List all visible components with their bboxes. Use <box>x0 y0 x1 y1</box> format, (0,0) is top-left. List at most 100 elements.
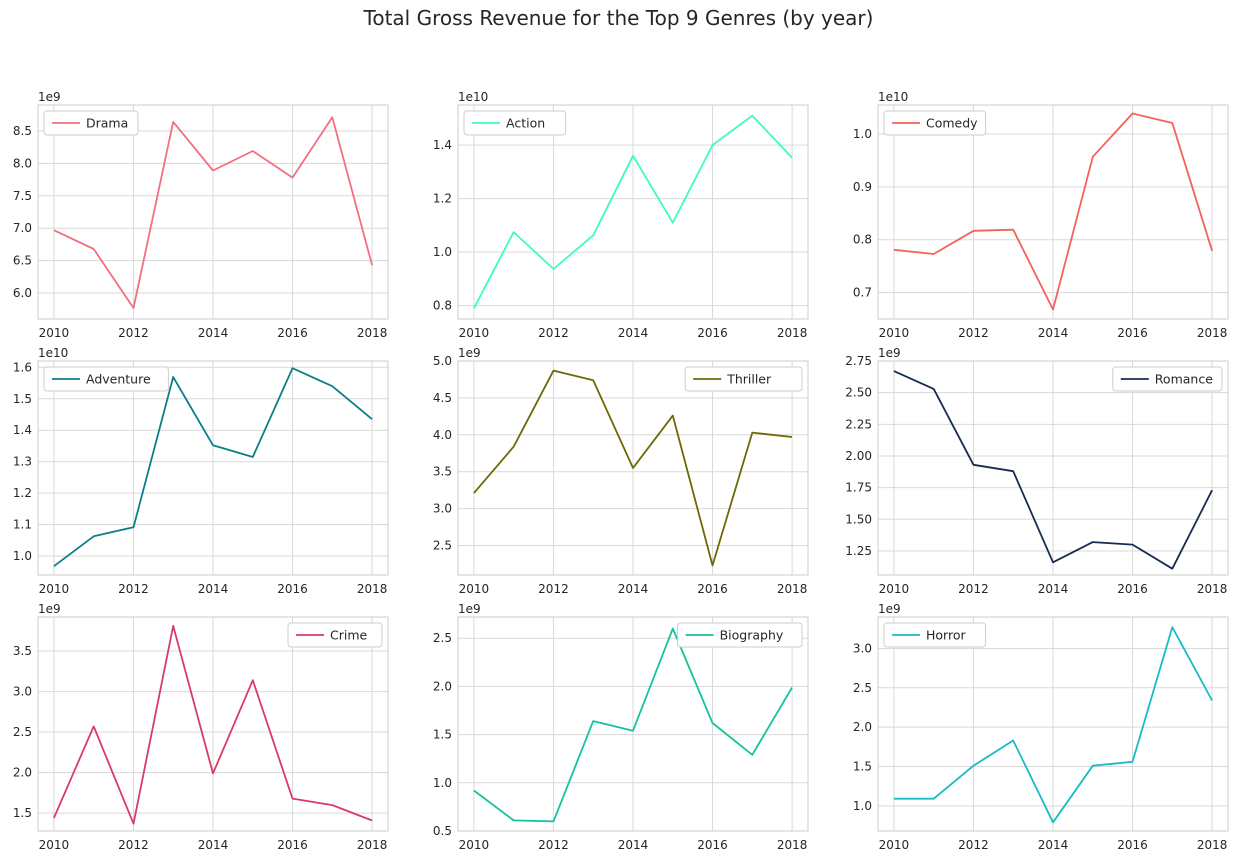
x-tick-label: 2012 <box>958 582 989 596</box>
legend-box <box>883 622 987 648</box>
x-tick-label: 2012 <box>118 326 149 340</box>
series-line-horror <box>893 626 1213 824</box>
y-tick-label: 4.5 <box>433 391 452 405</box>
y-tick-label: 8.0 <box>13 156 32 170</box>
legend: Crime <box>287 622 383 648</box>
y-tick-label: 0.9 <box>853 180 872 194</box>
x-tick-label: 2018 <box>777 838 808 852</box>
x-tick-label: 2014 <box>618 326 649 340</box>
x-tick-label: 2016 <box>697 326 728 340</box>
legend: Thriller <box>684 366 803 392</box>
axes-frame <box>457 616 809 832</box>
figure-title: Total Gross Revenue for the Top 9 Genres… <box>363 6 874 30</box>
x-tick-label: 2014 <box>618 838 649 852</box>
x-tick-label: 2016 <box>697 838 728 852</box>
x-tick-label: 2010 <box>879 326 910 340</box>
subplot-drama: 2010 2012 2014 2016 2018 6.0 6.5 7.0 7.5 8.0 8.5 1e… <box>13 90 389 340</box>
legend-box <box>287 622 383 648</box>
y-tick-label: 3.0 <box>853 641 872 655</box>
y-tick-label: 7.0 <box>13 221 32 235</box>
x-tick-label: 2016 <box>1117 582 1148 596</box>
y-tick-label: 1.2 <box>13 486 32 500</box>
x-tick-label: 2010 <box>39 838 70 852</box>
y-tick-label: 1.5 <box>13 392 32 406</box>
legend-box <box>1112 366 1223 392</box>
series-line-adventure <box>53 367 373 567</box>
legend-box <box>43 110 139 136</box>
y-tick-label: 3.0 <box>433 502 452 516</box>
x-tick-label: 2010 <box>459 326 490 340</box>
y-offset-label: 1e10 <box>878 90 908 104</box>
y-tick-label: 1.50 <box>845 512 872 526</box>
x-tick-label: 2010 <box>39 582 70 596</box>
legend: Biography <box>677 622 803 648</box>
subplot-thriller: 2010 2012 2014 2016 2018 2.5 3.0 3.5 4.0 4.5 5.0 1e… <box>433 346 809 596</box>
axes-frame <box>877 104 1229 320</box>
x-tick-label: 2014 <box>1038 582 1069 596</box>
y-tick-label: 1.25 <box>845 544 872 558</box>
x-tick-label: 2012 <box>958 326 989 340</box>
legend-box <box>463 110 567 136</box>
y-tick-label: 1.75 <box>845 481 872 495</box>
x-tick-label: 2010 <box>39 326 70 340</box>
y-tick-label: 2.5 <box>853 681 872 695</box>
x-tick-label: 2010 <box>879 582 910 596</box>
legend: Romance <box>1112 366 1223 392</box>
legend: Horror <box>883 622 987 648</box>
legend-box <box>684 366 803 392</box>
y-tick-label: 3.0 <box>13 685 32 699</box>
x-tick-label: 2016 <box>1117 326 1148 340</box>
legend-label: Romance <box>1155 372 1213 387</box>
y-offset-label: 1e9 <box>38 602 61 616</box>
axes-frame <box>37 104 389 320</box>
series-line-action <box>473 114 793 309</box>
subplot-romance: 2010 2012 2014 2016 2018 1.25 1.50 1.75 2.00 2.25… <box>845 346 1229 596</box>
x-tick-label: 2016 <box>277 582 308 596</box>
y-offset-label: 1e9 <box>458 346 481 360</box>
x-tick-label: 2016 <box>697 582 728 596</box>
y-offset-label: 1e9 <box>878 602 901 616</box>
legend-box <box>883 110 987 136</box>
y-tick-label: 2.0 <box>853 720 872 734</box>
axes-frame <box>877 616 1229 832</box>
y-offset-label: 1e9 <box>878 346 901 360</box>
y-tick-label: 1.5 <box>853 759 872 773</box>
y-tick-label: 2.5 <box>433 538 452 552</box>
y-offset-label: 1e9 <box>38 90 61 104</box>
series-line-biography <box>473 627 793 823</box>
y-tick-label: 2.00 <box>845 449 872 463</box>
legend-label: Thriller <box>726 372 772 387</box>
series-line-comedy <box>893 112 1213 311</box>
axes-frame <box>37 616 389 832</box>
x-tick-label: 2018 <box>1197 582 1228 596</box>
x-tick-label: 2014 <box>618 582 649 596</box>
legend-label: Crime <box>330 628 368 643</box>
y-offset-label: 1e10 <box>38 346 68 360</box>
series-line-romance <box>893 370 1213 570</box>
y-tick-label: 1.0 <box>433 245 452 259</box>
x-tick-label: 2012 <box>538 582 569 596</box>
subplot-action: 2010 2012 2014 2016 2018 0.8 1.0 1.2 1.4 1e10 Acti… <box>433 90 809 340</box>
y-tick-label: 6.5 <box>13 254 32 268</box>
x-tick-label: 2018 <box>777 326 808 340</box>
y-tick-label: 3.5 <box>433 465 452 479</box>
axes-frame <box>457 104 809 320</box>
series-line-crime <box>53 625 373 825</box>
y-tick-label: 3.5 <box>13 644 32 658</box>
x-tick-label: 2018 <box>1197 326 1228 340</box>
y-tick-label: 1.0 <box>13 549 32 563</box>
legend-label: Drama <box>86 116 128 131</box>
legend-box <box>43 366 169 392</box>
y-tick-label: 1.3 <box>13 455 32 469</box>
x-tick-label: 2010 <box>459 582 490 596</box>
y-tick-label: 2.75 <box>845 354 872 368</box>
y-tick-label: 0.8 <box>433 299 452 313</box>
y-tick-label: 1.2 <box>433 192 452 206</box>
y-tick-label: 4.0 <box>433 428 452 442</box>
y-tick-label: 0.8 <box>853 233 872 247</box>
x-tick-label: 2014 <box>198 326 229 340</box>
x-tick-label: 2012 <box>118 582 149 596</box>
x-tick-label: 2014 <box>198 582 229 596</box>
y-tick-label: 2.0 <box>433 679 452 693</box>
